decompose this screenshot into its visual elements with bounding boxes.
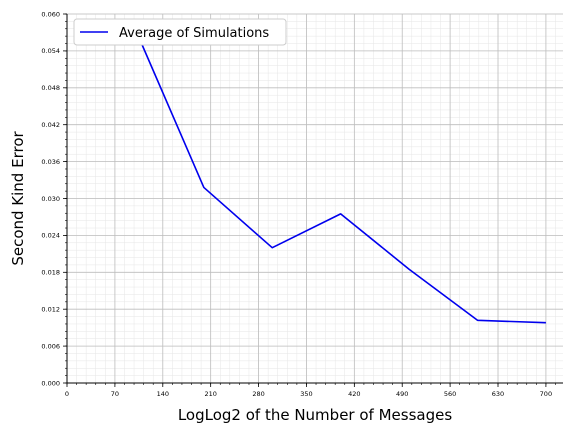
y-tick-label: 0.000 [41, 379, 60, 387]
series-layer [134, 29, 546, 324]
x-tick-label: 140 [157, 390, 169, 398]
y-axis-label: Second Kind Error [9, 131, 27, 266]
x-tick-label: 420 [348, 390, 360, 398]
x-tick-label: 210 [204, 390, 216, 398]
y-tick-label: 0.054 [41, 47, 60, 55]
y-tick-label: 0.036 [41, 158, 60, 166]
legend-box [73, 18, 287, 46]
x-axis-label: LogLog2 of the Number of Messages [178, 406, 452, 424]
y-axis-ticks: 0.000 0.006 0.012 0.018 0.024 0.030 0.036 0.042… [41, 10, 67, 387]
x-tick-label: 350 [300, 390, 312, 398]
y-tick-label: 0.018 [41, 269, 60, 277]
y-tick-label: 0.042 [41, 121, 60, 129]
y-tick-label: 0.048 [41, 84, 60, 92]
x-axis-ticks: 0 70 140 210 280 350 420 490 560 630 700 [65, 383, 556, 398]
legend: Average of Simulations [73, 18, 287, 46]
x-tick-label: 70 [111, 390, 119, 398]
y-tick-label: 0.024 [41, 232, 60, 240]
series-line [134, 29, 546, 324]
x-tick-label: 700 [540, 390, 552, 398]
legend-label: Average of Simulations [119, 26, 269, 41]
x-tick-label: 280 [252, 390, 264, 398]
y-tick-label: 0.006 [41, 342, 60, 350]
x-tick-label: 630 [492, 390, 504, 398]
y-tick-label: 0.030 [41, 195, 60, 203]
x-tick-label: 560 [444, 390, 456, 398]
axes [66, 14, 563, 384]
y-tick-label: 0.012 [41, 306, 60, 314]
y-tick-label: 0.060 [41, 10, 60, 18]
x-tick-label: 0 [65, 390, 69, 398]
x-tick-label: 490 [396, 390, 408, 398]
